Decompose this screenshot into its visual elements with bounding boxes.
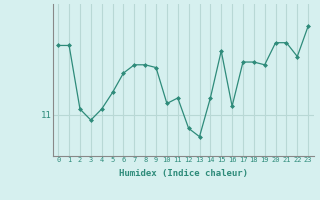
X-axis label: Humidex (Indice chaleur): Humidex (Indice chaleur)	[119, 169, 248, 178]
